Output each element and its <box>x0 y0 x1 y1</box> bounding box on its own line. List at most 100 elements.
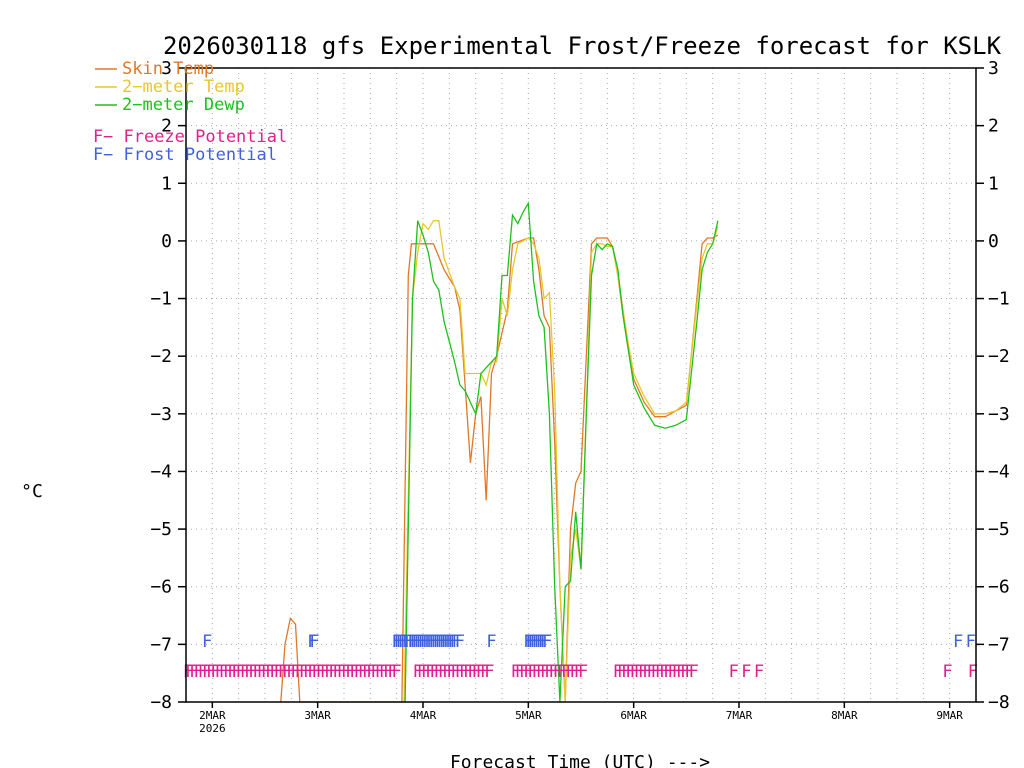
potential-legend-mark: F <box>93 127 103 147</box>
freeze-marker: F <box>379 662 389 682</box>
freeze-marker: F <box>729 662 739 682</box>
x-tick-year: 2026 <box>199 722 226 735</box>
frost-marker: F <box>409 632 419 652</box>
freeze-marker: F <box>236 662 246 682</box>
x-tick-label: 7MAR <box>726 709 753 722</box>
freeze-marker: F <box>684 662 694 682</box>
freeze-marker: F <box>672 662 682 682</box>
frost-marker: F <box>452 632 462 652</box>
freeze-marker: F <box>446 662 456 682</box>
freeze-marker: F <box>282 662 292 682</box>
y-tick-label-right: 2 <box>988 116 999 137</box>
freeze-marker: F <box>536 662 546 682</box>
frost-marker: F <box>447 632 457 652</box>
series-line-skin-temp <box>280 234 719 703</box>
freeze-marker: F <box>578 662 588 682</box>
freeze-marker: F <box>278 662 288 682</box>
freeze-marker: F <box>383 662 393 682</box>
frost-marker: F <box>443 632 453 652</box>
y-tick-label-right: −7 <box>988 634 1010 655</box>
freeze-marker: F <box>561 662 571 682</box>
y-tick-label-right: −4 <box>988 461 1010 482</box>
freeze-marker: F <box>307 662 317 682</box>
freeze-marker: F <box>417 662 427 682</box>
freeze-marker: F <box>557 662 567 682</box>
frost-marker: F <box>486 632 496 652</box>
freeze-marker: F <box>421 662 431 682</box>
freeze-marker: F <box>299 662 309 682</box>
potential-legend-label: − Freeze Potential <box>103 127 287 147</box>
grid <box>186 68 976 702</box>
series-lines <box>280 201 719 703</box>
freeze-marker: F <box>476 662 486 682</box>
frost-marker: F <box>534 632 544 652</box>
y-tick-label-right: 0 <box>988 231 999 252</box>
x-tick-label: 3MAR <box>304 709 331 722</box>
freeze-marker: F <box>680 662 690 682</box>
frost-marker: F <box>396 632 406 652</box>
freeze-marker: F <box>434 662 444 682</box>
y-ticks: 3 3 2 2 1 1 0 0 −1 −1 −2 −2 −3 −3 −4 −4 −5 −5 −6 −6 −7 −7 −8 −8 <box>150 58 1009 713</box>
x-tick-label: 2MAR <box>199 709 226 722</box>
frost-marker: F <box>966 632 976 652</box>
potential-legend-mark: F <box>93 145 103 165</box>
frost-marker: F <box>402 632 412 652</box>
freeze-marker: F <box>215 662 225 682</box>
x-tick-label: 5MAR <box>515 709 542 722</box>
frost-marker: F <box>428 632 438 652</box>
freeze-marker: F <box>438 662 448 682</box>
frost-marker: F <box>392 632 402 652</box>
frost-marker: F <box>953 632 963 652</box>
frost-marker: F <box>532 632 542 652</box>
freeze-marker: F <box>634 662 644 682</box>
frost-marker: F <box>307 632 317 652</box>
freeze-marker: F <box>202 662 212 682</box>
freeze-marker: F <box>754 662 764 682</box>
freeze-marker: F <box>472 662 482 682</box>
frost-marker: F <box>435 632 445 652</box>
freeze-marker: F <box>370 662 380 682</box>
freeze-marker: F <box>638 662 648 682</box>
freeze-marker: F <box>219 662 229 682</box>
freeze-marker: F <box>523 662 533 682</box>
freeze-marker: F <box>185 662 195 682</box>
freeze-marker: F <box>311 662 321 682</box>
freeze-marker: F <box>337 662 347 682</box>
freeze-marker: F <box>320 662 330 682</box>
frost-marker: F <box>420 632 430 652</box>
chart-title: 2026030118 gfs Experimental Frost/Freeze… <box>163 32 1002 60</box>
freeze-marker: F <box>613 662 623 682</box>
freeze-marker: F <box>553 662 563 682</box>
freeze-marker: F <box>689 662 699 682</box>
freeze-marker: F <box>194 662 204 682</box>
freeze-marker: F <box>617 662 627 682</box>
legend-label: 2−meter Temp <box>122 77 245 97</box>
y-tick-label-right: −6 <box>988 577 1010 598</box>
frost-marker: F <box>202 632 212 652</box>
freeze-marker: F <box>630 662 640 682</box>
freeze-marker: F <box>942 662 952 682</box>
freeze-marker: F <box>257 662 267 682</box>
series-line-2-meter-dewp <box>404 201 719 703</box>
y-tick-label-left: 1 <box>161 173 172 194</box>
y-tick-label-right: −3 <box>988 404 1010 425</box>
frost-marker: F <box>426 632 436 652</box>
freeze-marker: F <box>663 662 673 682</box>
plot-frame <box>185 67 977 703</box>
freeze-marker: F <box>345 662 355 682</box>
freeze-marker: F <box>467 662 477 682</box>
frost-marker: F <box>527 632 537 652</box>
freeze-marker: F <box>244 662 254 682</box>
freeze-marker: F <box>459 662 469 682</box>
freeze-marker: F <box>544 662 554 682</box>
freeze-marker: F <box>392 662 402 682</box>
freeze-marker: F <box>625 662 635 682</box>
freeze-marker: F <box>540 662 550 682</box>
freeze-marker: F <box>303 662 313 682</box>
freeze-marker: F <box>574 662 584 682</box>
freeze-marker: F <box>269 662 279 682</box>
freeze-marker: F <box>484 662 494 682</box>
x-tick-label: 4MAR <box>410 709 437 722</box>
